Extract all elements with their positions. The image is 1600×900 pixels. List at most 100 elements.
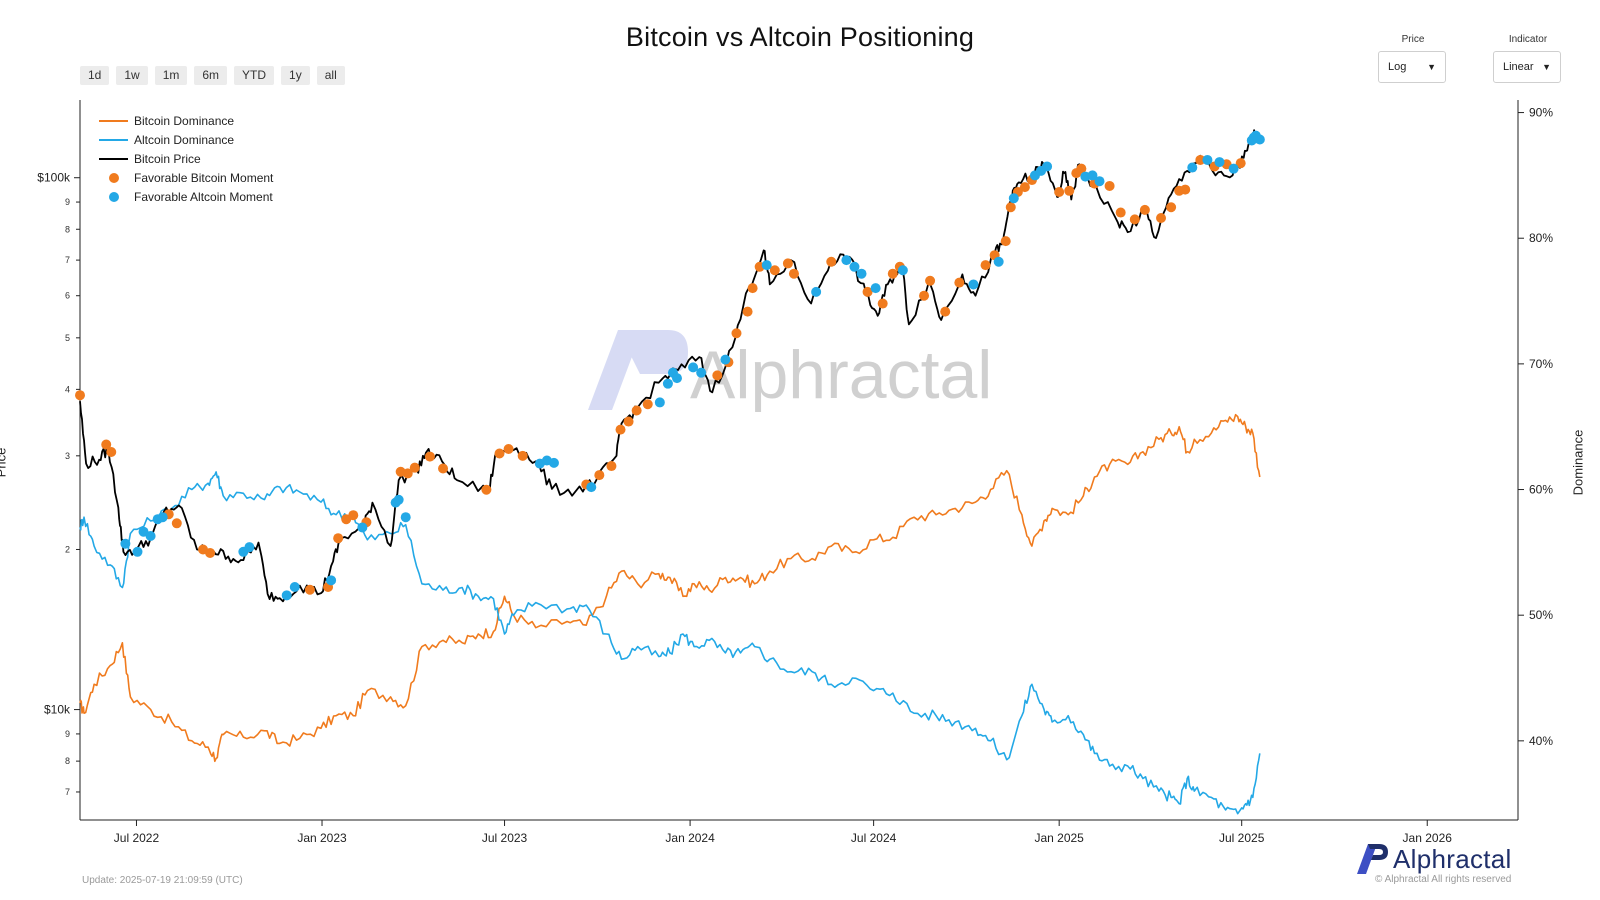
favorable-altcoin-moment-dot [1228, 163, 1239, 174]
dropdown-arrow-icon: ▼ [1427, 62, 1436, 72]
favorable-bitcoin-moment-dot [1064, 185, 1075, 196]
legend-label: Altcoin Dominance [134, 133, 234, 147]
favorable-bitcoin-moment-dot [594, 470, 605, 481]
favorable-bitcoin-moment-dot [348, 510, 359, 521]
favorable-bitcoin-moment-dot [925, 275, 936, 286]
favorable-bitcoin-moment-dot [1156, 212, 1167, 223]
favorable-altcoin-moment-dot [586, 482, 597, 493]
favorable-altcoin-moment-dot [157, 512, 168, 523]
favorable-altcoin-moment-dot [870, 283, 881, 294]
favorable-altcoin-moment-dot [1042, 161, 1053, 172]
favorable-bitcoin-moment-dot [1019, 182, 1030, 193]
favorable-bitcoin-moment-dot [438, 463, 449, 474]
legend-label: Bitcoin Dominance [134, 114, 234, 128]
indicator-scale-value: Linear [1503, 61, 1534, 73]
favorable-bitcoin-moment-dot [919, 290, 930, 301]
favorable-bitcoin-moment-dot [517, 450, 528, 461]
legend-label: Favorable Altcoin Moment [134, 190, 273, 204]
range-selector: 1d 1w 1m 6m YTD 1y all [80, 66, 345, 85]
left-minor-tick-label: 7 [65, 255, 70, 265]
right-tick-label: 90% [1529, 106, 1553, 120]
favorable-bitcoin-moment-dot [494, 448, 505, 459]
favorable-altcoin-moment-dot [400, 512, 411, 523]
favorable-bitcoin-moment-dot [1115, 207, 1126, 218]
favorable-bitcoin-moment-dot [615, 424, 626, 435]
favorable-bitcoin-moment-dot [742, 306, 753, 317]
favorable-altcoin-moment-dot [289, 582, 300, 593]
favorable-bitcoin-moment-dot [1235, 158, 1246, 169]
favorable-bitcoin-moment-dot [409, 462, 420, 473]
legend-swatch-dot [109, 192, 119, 202]
alphractal-logo-icon [1357, 844, 1388, 874]
price-scale-select[interactable]: Log ▼ [1378, 51, 1446, 83]
range-button-1y[interactable]: 1y [281, 66, 310, 85]
favorable-bitcoin-moment-dot [481, 484, 492, 495]
favorable-altcoin-moment-dot [720, 354, 731, 365]
favorable-bitcoin-moment-dot [747, 283, 758, 294]
range-button-1d[interactable]: 1d [80, 66, 110, 85]
favorable-altcoin-moment-dot [968, 279, 979, 290]
watermark: Alphractal [588, 330, 992, 413]
brand-logo: Alphractal [1355, 842, 1512, 876]
left-minor-tick-label: 8 [65, 756, 70, 766]
range-button-6m[interactable]: 6m [194, 66, 228, 85]
favorable-bitcoin-moment-dot [631, 405, 642, 416]
favorable-bitcoin-moment-dot [1166, 202, 1177, 213]
favorable-bitcoin-moment-dot [205, 547, 216, 558]
favorable-bitcoin-moment-dot [826, 256, 837, 267]
favorable-bitcoin-moment-dot [1180, 184, 1191, 195]
right-tick-label: 60% [1529, 483, 1553, 497]
favorable-altcoin-moment-dot [145, 531, 156, 542]
price-scale-value: Log [1388, 61, 1407, 73]
favorable-bitcoin-moment-dot [101, 439, 112, 450]
x-tick-label: Jul 2022 [114, 831, 160, 845]
left-minor-tick-label: 3 [65, 451, 70, 461]
watermark-text: Alphractal [690, 337, 992, 413]
favorable-altcoin-moment-dot [132, 546, 143, 557]
left-minor-tick-label: 5 [65, 333, 70, 343]
favorable-altcoin-moment-dot [671, 373, 682, 384]
indicator-scale-label: Indicator [1508, 34, 1548, 45]
legend-swatch-dot [109, 173, 119, 183]
favorable-altcoin-moment-dot [662, 378, 673, 389]
right-tick-label: 80% [1529, 231, 1553, 245]
favorable-bitcoin-moment-dot [106, 447, 117, 458]
favorable-altcoin-moment-dot [244, 542, 255, 553]
favorable-bitcoin-moment-dot [606, 461, 617, 472]
x-tick-label: Jan 2023 [297, 831, 347, 845]
favorable-bitcoin-moment-dot [304, 584, 315, 595]
x-tick-label: Jan 2025 [1034, 831, 1084, 845]
favorable-bitcoin-moment-dot [980, 260, 991, 271]
favorable-bitcoin-moment-dot [503, 443, 514, 454]
favorable-bitcoin-moment-dot [940, 306, 951, 317]
favorable-bitcoin-moment-dot [769, 265, 780, 276]
brand-name: Alphractal [1393, 843, 1512, 874]
x-tick-label: Jan 2026 [1403, 831, 1453, 845]
favorable-altcoin-moment-dot [1087, 170, 1098, 181]
favorable-bitcoin-moment-dot [731, 328, 742, 339]
range-button-1w[interactable]: 1w [116, 66, 148, 85]
favorable-altcoin-moment-dot [811, 286, 822, 297]
range-button-ytd[interactable]: YTD [234, 66, 275, 85]
favorable-altcoin-moment-dot [1187, 162, 1198, 173]
indicator-scale-select[interactable]: Linear ▼ [1493, 51, 1561, 83]
favorable-altcoin-moment-dot [897, 265, 908, 276]
dropdown-arrow-icon: ▼ [1542, 62, 1551, 72]
favorable-bitcoin-moment-dot [171, 518, 182, 529]
favorable-bitcoin-moment-dot [1139, 204, 1150, 215]
favorable-bitcoin-moment-dot [623, 416, 634, 427]
favorable-bitcoin-moment-dot [788, 268, 799, 279]
favorable-bitcoin-moment-dot [1000, 236, 1011, 247]
range-button-all[interactable]: all [316, 66, 345, 85]
chart-title: Bitcoin vs Altcoin Positioning [625, 22, 975, 52]
favorable-bitcoin-moment-dot [333, 533, 344, 544]
bitcoin-dominance-line [79, 413, 1261, 763]
favorable-altcoin-moment-dot [1254, 134, 1265, 145]
range-button-1m[interactable]: 1m [154, 66, 188, 85]
favorable-altcoin-moment-dot [393, 494, 404, 505]
update-timestamp: Update: 2025-07-19 21:09:59 (UTC) [82, 875, 243, 886]
favorable-bitcoin-moment-dot [954, 277, 965, 288]
x-tick-label: Jul 2024 [851, 831, 897, 845]
favorable-altcoin-moment-dot [849, 261, 860, 272]
